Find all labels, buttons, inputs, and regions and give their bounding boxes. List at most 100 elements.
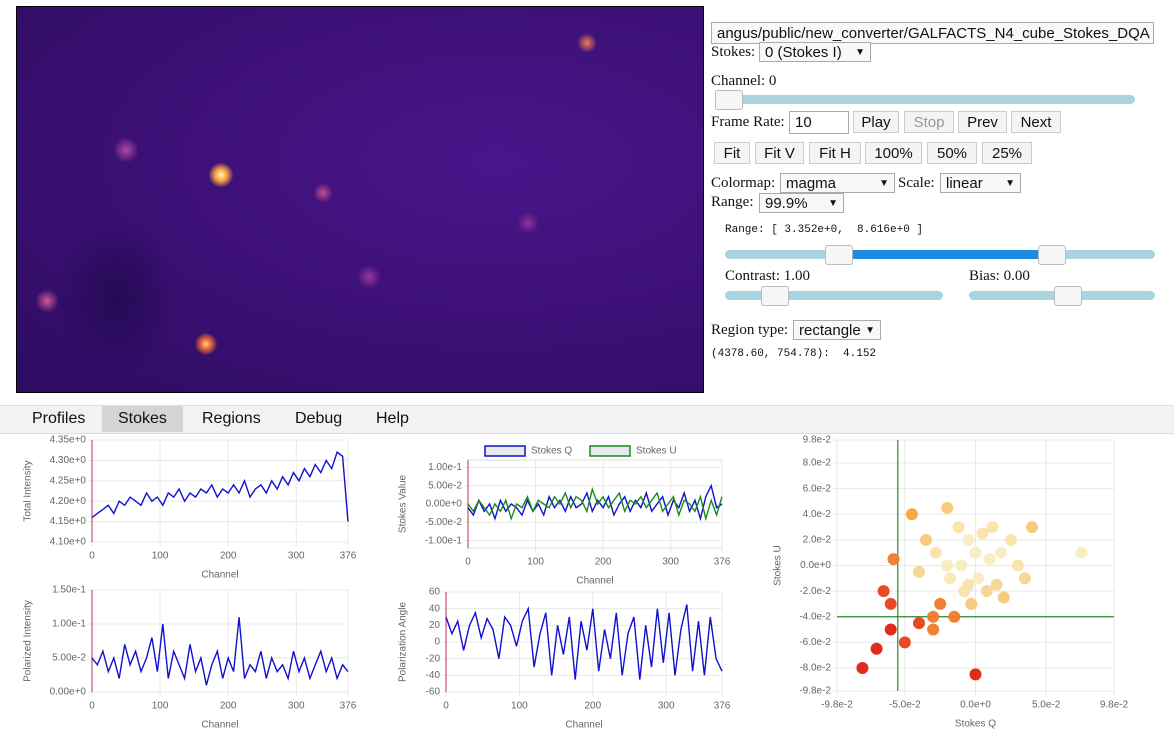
scatter-point [991,579,1003,591]
x-tick-label: 0 [465,557,471,568]
y-tick-label: 5.00e-2 [428,480,462,491]
scatter-point [941,560,953,572]
scatter-point [913,566,925,578]
legend-swatch [485,446,525,456]
scatter-point [871,643,883,655]
legend-swatch [590,446,630,456]
y-tick-label: -9.8e-2 [799,686,831,697]
scatter-point [941,502,953,514]
y-tick-label: 6.0e-2 [803,483,832,494]
y-tick-label: 1.50e-1 [52,585,86,596]
x-tick-label: 200 [220,551,237,562]
x-tick-label: -9.8e-2 [821,700,853,711]
scatter-point [962,534,974,546]
scatter-point [948,611,960,623]
scatter-point [970,547,982,559]
x-tick-label: 376 [340,551,357,562]
y-tick-label: 5.00e-2 [52,653,86,664]
x-tick-label: 9.8e-2 [1100,700,1129,711]
x-tick-label: 300 [288,701,305,712]
x-axis-label: Channel [565,720,602,731]
x-tick-label: 0 [89,551,95,562]
y-tick-label: -40 [426,670,441,681]
y-tick-label: -6.0e-2 [799,637,831,648]
plot-area [92,440,348,542]
y-tick-label: 40 [429,603,441,614]
y-tick-label: 4.0e-2 [803,509,832,520]
scatter-point [885,624,897,636]
scatter-point [1012,560,1024,572]
y-tick-label: -60 [426,687,441,698]
x-tick-label: 200 [220,701,237,712]
scatter-point [944,572,956,584]
scatter-point [970,668,982,680]
y-tick-label: 4.25e+0 [50,475,87,486]
scatter-point [981,585,993,597]
y-tick-label: -20 [426,653,441,664]
x-tick-label: 300 [288,551,305,562]
scatter-point [927,624,939,636]
y-tick-label: 2.0e-2 [803,535,832,546]
scatter-point [1005,534,1017,546]
scatter-point [927,611,939,623]
x-axis-label: Stokes Q [955,719,996,730]
x-tick-label: 100 [152,701,169,712]
scatter-point [972,572,984,584]
x-tick-label: 100 [511,701,528,712]
scatter-point [984,553,996,565]
y-tick-label: 60 [429,587,441,598]
x-tick-label: 200 [584,701,601,712]
y-tick-label: 4.20e+0 [50,496,87,507]
scatter-point [965,598,977,610]
y-tick-label: 4.10e+0 [50,537,87,548]
y-tick-label: 9.8e-2 [803,435,832,446]
charts: 4.10e+0 4.15e+0 4.20e+0 4.25e+0 4.30e+0 4.35e… [0,0,1174,731]
scatter-point [998,592,1010,604]
y-tick-label: -2.0e-2 [799,586,831,597]
x-tick-label: 0 [443,701,449,712]
scatter-point [856,662,868,674]
y-tick-label: 4.30e+0 [50,455,87,466]
x-tick-label: 376 [714,701,731,712]
y-axis-label: Total Intensity [23,460,34,521]
scatter-point [878,585,890,597]
x-axis-label: Channel [201,720,238,731]
y-tick-label: -5.00e-2 [425,517,463,528]
scatter-point [930,547,942,559]
scatter-point [906,508,918,520]
legend-label: Stokes Q [531,446,572,457]
scatter-point [977,527,989,539]
y-tick-label: 0.0e+0 [800,560,831,571]
y-tick-label: 4.35e+0 [50,435,87,446]
y-tick-label: 8.0e-2 [803,458,832,469]
scatter-point [962,579,974,591]
x-tick-label: 376 [340,701,357,712]
scatter-point [913,617,925,629]
scatter-point [986,521,998,533]
y-tick-label: 4.15e+0 [50,516,87,527]
scatter-point [885,598,897,610]
scatter-point [1026,521,1038,533]
x-tick-label: 376 [714,557,731,568]
x-tick-label: 300 [658,701,675,712]
x-tick-label: 300 [662,557,679,568]
y-tick-label: 1.00e-1 [52,619,86,630]
x-tick-label: 0.0e+0 [960,700,991,711]
page: angus/public/new_converter/GALFACTS_N4_c… [0,0,1174,731]
y-tick-label: -8.0e-2 [799,663,831,674]
scatter-point [955,560,967,572]
y-tick-label: -1.00e-1 [425,535,463,546]
y-tick-label: 0.00e+0 [50,687,87,698]
scatter-point [920,534,932,546]
y-axis-label: Polarized Intensity [23,600,34,682]
y-tick-label: -4.0e-2 [799,611,831,622]
scatter-point [1019,572,1031,584]
x-tick-label: 0 [89,701,95,712]
scatter-point [888,553,900,565]
x-tick-label: 200 [595,557,612,568]
scatter-point [995,547,1007,559]
x-axis-label: Channel [576,576,613,587]
y-tick-label: 1.00e-1 [428,462,462,473]
y-axis-label: Stokes U [773,545,784,586]
y-tick-label: 20 [429,620,441,631]
